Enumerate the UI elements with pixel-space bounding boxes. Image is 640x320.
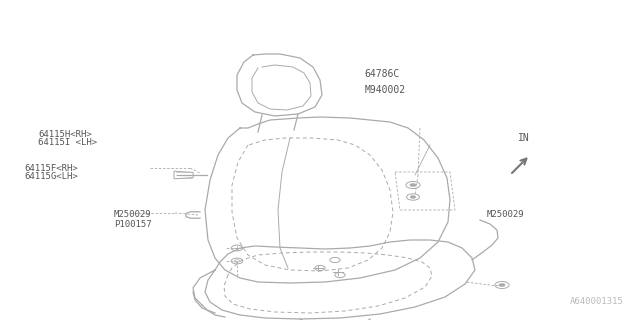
Text: IN: IN [518,132,530,143]
Text: M940002: M940002 [365,84,406,95]
Text: A640001315: A640001315 [570,297,624,306]
Text: 64786C: 64786C [365,68,400,79]
Text: M250029: M250029 [486,210,524,219]
Text: 64115I <LH>: 64115I <LH> [38,138,97,147]
Text: P100157: P100157 [114,220,152,229]
Text: M250029: M250029 [114,210,152,219]
Text: 64115F<RH>: 64115F<RH> [24,164,78,172]
Text: 64115G<LH>: 64115G<LH> [24,172,78,180]
Circle shape [410,196,416,198]
Text: 64115H<RH>: 64115H<RH> [38,130,92,139]
Circle shape [499,284,505,287]
Circle shape [410,183,416,187]
